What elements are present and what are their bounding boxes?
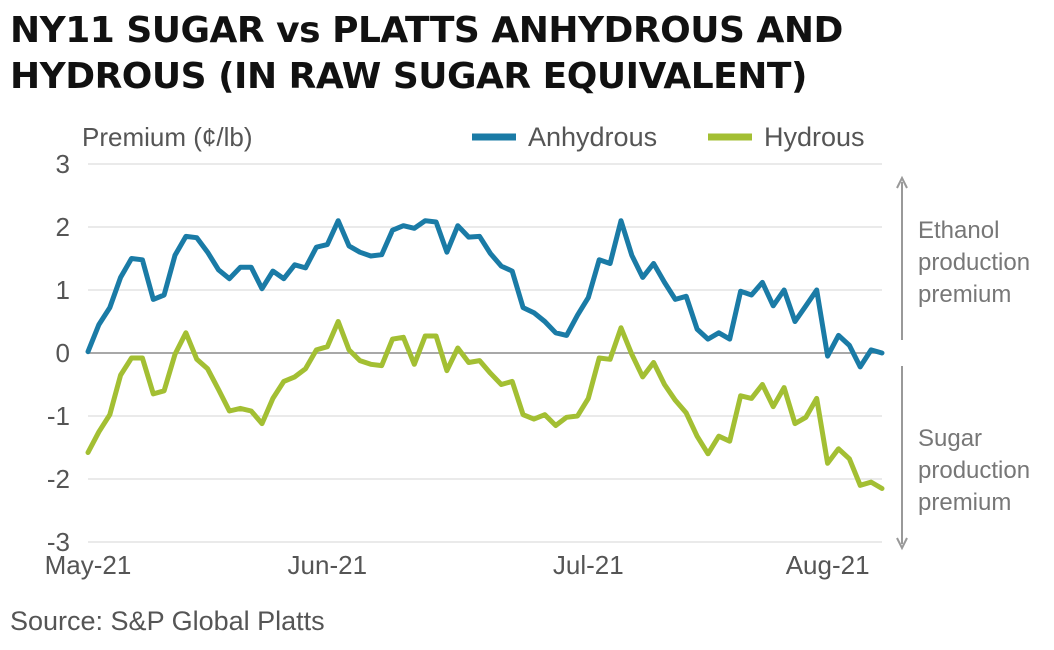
chart-title-line-1: NY11 SUGAR vs PLATTS ANHYDROUS AND	[10, 10, 843, 51]
chart-title: NY11 SUGAR vs PLATTS ANHYDROUS AND HYDRO…	[10, 8, 1040, 100]
legend-label-anhydrous: Anhydrous	[528, 122, 657, 152]
y-tick-label: 3	[56, 149, 70, 179]
y-tick-label: 0	[56, 338, 70, 368]
chart-title-line-2: HYDROUS (IN RAW SUGAR EQUIVALENT)	[10, 56, 807, 97]
ethanol-premium-label-2: production	[918, 249, 1030, 276]
y-axis-ticks: 3 2 1 0 -1 -2 -3	[47, 149, 70, 557]
y-tick-label: -3	[47, 527, 70, 557]
upper-arrow-head	[896, 175, 908, 189]
y-tick-label: -2	[47, 464, 70, 494]
ethanol-premium-label-1: Ethanol	[918, 217, 999, 244]
x-tick-label: Jun-21	[288, 550, 368, 580]
sugar-premium-label-3: premium	[918, 489, 1011, 516]
legend: Anhydrous Hydrous	[472, 122, 865, 152]
gridlines	[88, 163, 882, 543]
x-tick-label: Jul-21	[553, 550, 624, 580]
x-tick-label: Aug-21	[786, 550, 870, 580]
series-line-hydrous	[85, 319, 885, 491]
y-axis-label: Premium (¢/lb)	[82, 122, 252, 152]
x-axis-ticks: May-21 Jun-21 Jul-21 Aug-21	[45, 550, 870, 580]
legend-label-hydrous: Hydrous	[764, 122, 865, 152]
legend-item-anhydrous: Anhydrous	[472, 122, 657, 152]
y-tick-label: -1	[47, 401, 70, 431]
sugar-premium-label-2: production	[918, 457, 1030, 484]
x-tick-label: May-21	[45, 550, 132, 580]
y-tick-label: 2	[56, 212, 70, 242]
legend-item-hydrous: Hydrous	[708, 122, 865, 152]
ethanol-premium-label-3: premium	[918, 281, 1011, 308]
y-tick-label: 1	[56, 275, 70, 305]
source-note: Source: S&P Global Platts	[10, 606, 325, 636]
series-line-anhydrous	[85, 218, 885, 370]
series-lines	[85, 218, 885, 491]
sugar-premium-annotation: Sugar production premium	[896, 366, 1030, 551]
sugar-premium-label-1: Sugar	[918, 425, 982, 452]
line-chart: 3 2 1 0 -1 -2 -3 May-21 Jun-21 Jul-21 Aug-21 Prem…	[45, 122, 1030, 580]
lower-arrow-head	[896, 537, 908, 551]
ethanol-premium-annotation: Ethanol production premium	[896, 175, 1030, 340]
